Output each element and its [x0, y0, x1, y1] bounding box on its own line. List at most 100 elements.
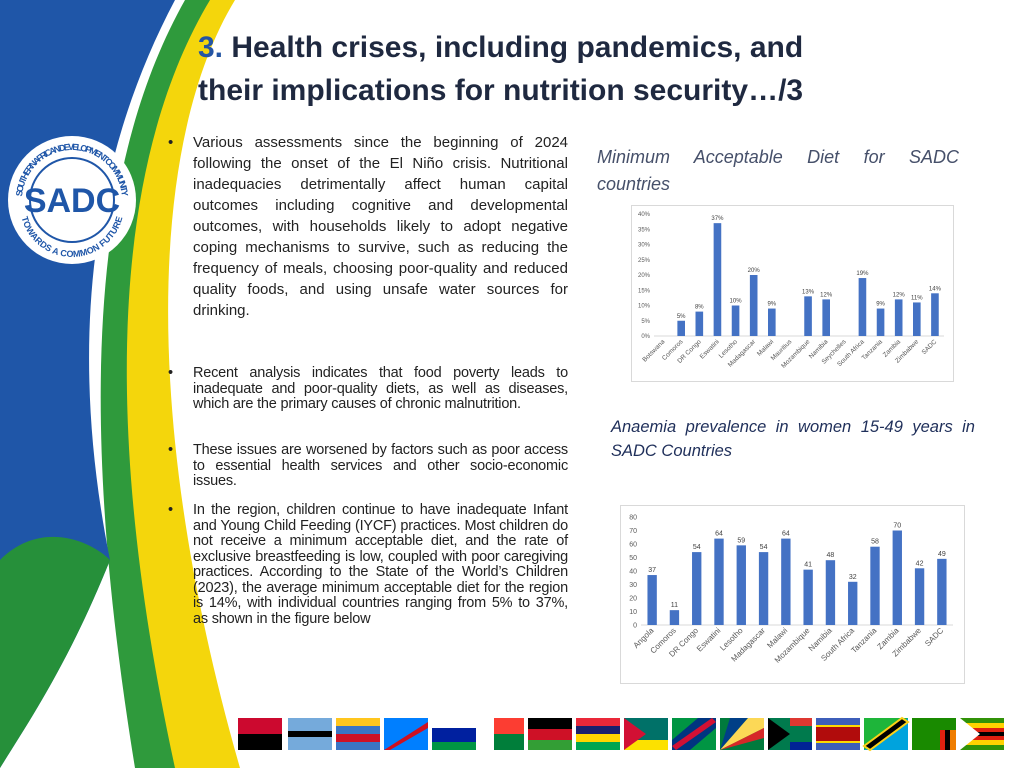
flag: [790, 718, 812, 726]
bar: [894, 299, 903, 336]
data-label: 11%: [911, 295, 923, 301]
title-line: their implications for nutrition securit…: [198, 74, 804, 107]
bullet: • These issues are worsened by factors su…: [168, 442, 568, 489]
logo-inner: [29, 157, 115, 243]
flag: [624, 718, 646, 750]
flag: [960, 718, 980, 750]
bar: [669, 610, 680, 625]
bullet-text: Recent analysis indicates that food pove…: [193, 365, 568, 412]
flag: [768, 718, 790, 750]
bar: [937, 558, 947, 625]
flag: [336, 718, 380, 726]
flag: [790, 742, 812, 750]
data-label: 5%: [677, 314, 686, 320]
y-tick-label: 20: [629, 595, 637, 602]
bar: [892, 530, 902, 625]
y-tick-label: 10%: [638, 304, 651, 310]
data-label: 32: [849, 574, 857, 581]
flag: [950, 730, 956, 750]
data-label: 49: [938, 551, 946, 558]
x-tick-label: Eswatini: [699, 338, 721, 360]
bullet: • Various assessments since the beginning…: [168, 134, 568, 319]
flag: [336, 734, 380, 742]
slide-title: 3. Health crises, including pandemics, a…: [198, 26, 803, 112]
flag: [960, 732, 1004, 736]
bar: [858, 278, 867, 336]
flag: [690, 728, 716, 750]
flag: [672, 718, 716, 750]
data-label: 42: [916, 560, 924, 567]
data-label: 70: [893, 523, 901, 530]
data-label: 9%: [876, 302, 885, 308]
y-tick-label: 30: [629, 582, 637, 589]
bar: [803, 569, 813, 625]
y-tick-label: 5%: [641, 319, 650, 325]
bar: [931, 293, 939, 336]
flag: [528, 740, 572, 750]
x-tick-label: Eswatini: [695, 626, 723, 654]
bar: [695, 311, 704, 336]
data-label: 37: [648, 567, 656, 574]
bar: [736, 545, 746, 625]
bar: [781, 538, 791, 625]
green-band: [0, 536, 110, 768]
data-label: 9%: [767, 302, 776, 308]
chart: 0%5%10%15%20%25%30%35%40%BotswanaComoros…: [631, 205, 954, 382]
y-tick-label: 80: [629, 514, 637, 521]
flag: [576, 718, 620, 726]
data-label: 20%: [748, 268, 761, 274]
flag: [528, 718, 572, 729]
bullet: • In the region, children continue to hav…: [168, 502, 568, 627]
bullet-text: In the region, children continue to have…: [193, 502, 568, 627]
bar: [692, 552, 702, 625]
y-tick-label: 30%: [638, 243, 651, 249]
flags: [238, 716, 1004, 752]
y-tick-label: 0: [633, 622, 637, 629]
x-tick-label: Tanzania: [849, 626, 878, 655]
y-tick-label: 15%: [638, 288, 651, 294]
bar: [677, 320, 685, 336]
logo-center: SADC: [24, 182, 120, 220]
data-label: 41: [804, 562, 812, 569]
bar: [749, 275, 758, 336]
data-label: 58: [871, 539, 879, 546]
title-line: Health crises, including pandemics, and: [231, 31, 804, 64]
flag: [576, 726, 620, 734]
flag: [528, 729, 572, 740]
data-label: 59: [737, 537, 745, 544]
flag: [624, 740, 668, 750]
y-tick-label: 35%: [638, 227, 651, 233]
bar: [822, 299, 830, 336]
x-tick-label: SADC: [921, 338, 939, 356]
flag: [384, 718, 428, 750]
flag: [945, 730, 950, 750]
data-label: 54: [693, 544, 701, 551]
data-label: 12%: [893, 292, 906, 298]
data-label: 11: [671, 602, 678, 609]
bar: [768, 308, 776, 336]
data-label: 54: [760, 544, 768, 551]
bar: [713, 223, 722, 336]
x-tick-label: SADC: [923, 626, 945, 648]
bullet-text: Various assessments since the beginning …: [193, 134, 568, 319]
flag: [816, 727, 860, 741]
data-label: 64: [782, 531, 790, 538]
data-label: 64: [715, 531, 723, 538]
bar: [647, 575, 657, 625]
data-label: 13%: [802, 289, 815, 295]
flag: [720, 728, 764, 750]
bar: [714, 538, 724, 625]
flag: [288, 731, 332, 737]
bar: [848, 581, 858, 625]
bar: [731, 305, 740, 336]
y-tick-label: 40%: [638, 212, 651, 218]
flag: [480, 718, 494, 750]
data-label: 19%: [856, 271, 869, 277]
title-number: 3.: [198, 31, 224, 64]
data-label: 8%: [695, 305, 704, 311]
chart-title: Anaemia prevalence in women 15-49 years …: [611, 418, 975, 460]
y-tick-label: 20%: [638, 273, 651, 279]
bar: [804, 296, 812, 336]
